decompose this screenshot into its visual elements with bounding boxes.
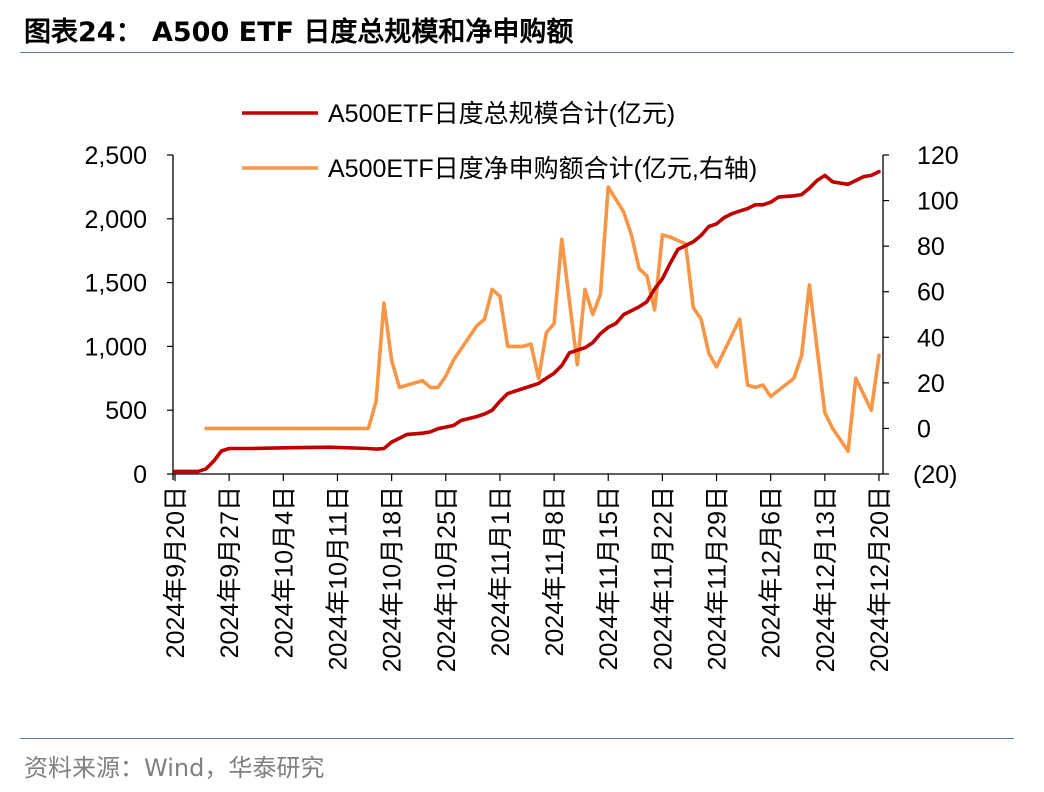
source-note: 资料来源：Wind，华泰研究 [24,754,325,782]
y-right-tick-label: 120 [917,142,959,170]
y-right-tick-label: 0 [917,415,931,443]
series-layer [173,169,881,474]
x-tick-label: 2024年10月4日 [270,486,298,658]
x-tick-label: 2024年11月22日 [649,486,677,670]
x-tick-label: 2024年10月11日 [324,486,352,670]
x-tick-label: 2024年9月20日 [162,486,190,658]
header-rule [20,52,1014,53]
x-tick-label: 2024年11月29日 [704,486,732,670]
y-right-tick-label: 60 [917,279,945,307]
y-left-tick-label: 0 [133,461,147,489]
y-left-tick-label: 2,500 [84,142,147,170]
y-left-tick-label: 1,000 [84,333,147,361]
y-right-tick-label: 20 [917,370,945,398]
x-tick-label: 2024年9月27日 [216,486,244,658]
y-right-tick-label: 80 [917,233,945,261]
y-left-tick-label: 1,500 [84,270,147,298]
x-tick-label: 2024年12月20日 [866,486,894,672]
x-tick-label: 2024年12月6日 [758,486,786,658]
y-right-tick-label: 40 [917,324,945,352]
x-tick-label: 2024年11月8日 [541,486,569,656]
y-right-tick-label: (20) [913,461,957,489]
x-tick-label: 2024年12月13日 [812,486,840,672]
series-line-net-subscription [204,185,881,453]
x-tick-label: 2024年10月18日 [379,486,407,672]
x-tick-label: 2024年10月25日 [433,486,461,672]
y-right-tick-label: 100 [917,188,959,216]
footer-rule [20,738,1014,739]
x-tick-label: 2024年11月1日 [487,486,515,656]
chart-title: 图表24： A500 ETF 日度总规模和净申购额 [24,17,574,48]
series-line-total-scale [173,169,881,474]
x-tick-label: 2024年11月15日 [595,486,623,670]
legend-label: A500ETF日度总规模合计(亿元) [328,100,675,128]
y-left-tick-label: 2,000 [84,206,147,234]
legend-label: A500ETF日度净申购额合计(亿元,右轴) [328,155,757,183]
y-left-tick-label: 500 [105,397,147,425]
chart-axes: 0 500 1,000 1,500 2,000 2,500 (20) 0 20 40 60 80 100… [84,142,958,672]
chart-legend: A500ETF日度总规模合计(亿元) A500ETF日度净申购额合计(亿元,右轴) [242,100,757,183]
